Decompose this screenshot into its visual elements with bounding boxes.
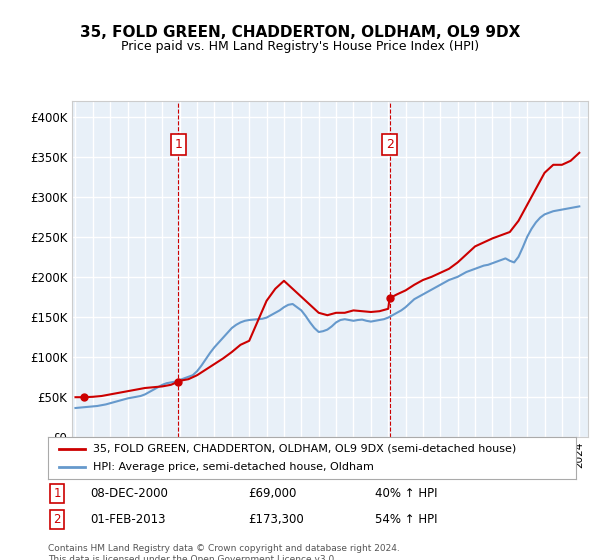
Text: 1: 1 bbox=[53, 487, 61, 500]
Text: Contains HM Land Registry data © Crown copyright and database right 2024.
This d: Contains HM Land Registry data © Crown c… bbox=[48, 544, 400, 560]
Text: 35, FOLD GREEN, CHADDERTON, OLDHAM, OL9 9DX: 35, FOLD GREEN, CHADDERTON, OLDHAM, OL9 … bbox=[80, 25, 520, 40]
Text: 2: 2 bbox=[53, 514, 61, 526]
Text: Price paid vs. HM Land Registry's House Price Index (HPI): Price paid vs. HM Land Registry's House … bbox=[121, 40, 479, 53]
Text: 08-DEC-2000: 08-DEC-2000 bbox=[90, 487, 168, 500]
Text: £69,000: £69,000 bbox=[248, 487, 297, 500]
Text: 2: 2 bbox=[386, 138, 394, 151]
Text: HPI: Average price, semi-detached house, Oldham: HPI: Average price, semi-detached house,… bbox=[93, 462, 374, 472]
Text: 1: 1 bbox=[175, 138, 182, 151]
Text: 35, FOLD GREEN, CHADDERTON, OLDHAM, OL9 9DX (semi-detached house): 35, FOLD GREEN, CHADDERTON, OLDHAM, OL9 … bbox=[93, 444, 516, 454]
Text: 01-FEB-2013: 01-FEB-2013 bbox=[90, 514, 166, 526]
Text: 40% ↑ HPI: 40% ↑ HPI bbox=[376, 487, 438, 500]
Text: £173,300: £173,300 bbox=[248, 514, 304, 526]
Text: 54% ↑ HPI: 54% ↑ HPI bbox=[376, 514, 438, 526]
